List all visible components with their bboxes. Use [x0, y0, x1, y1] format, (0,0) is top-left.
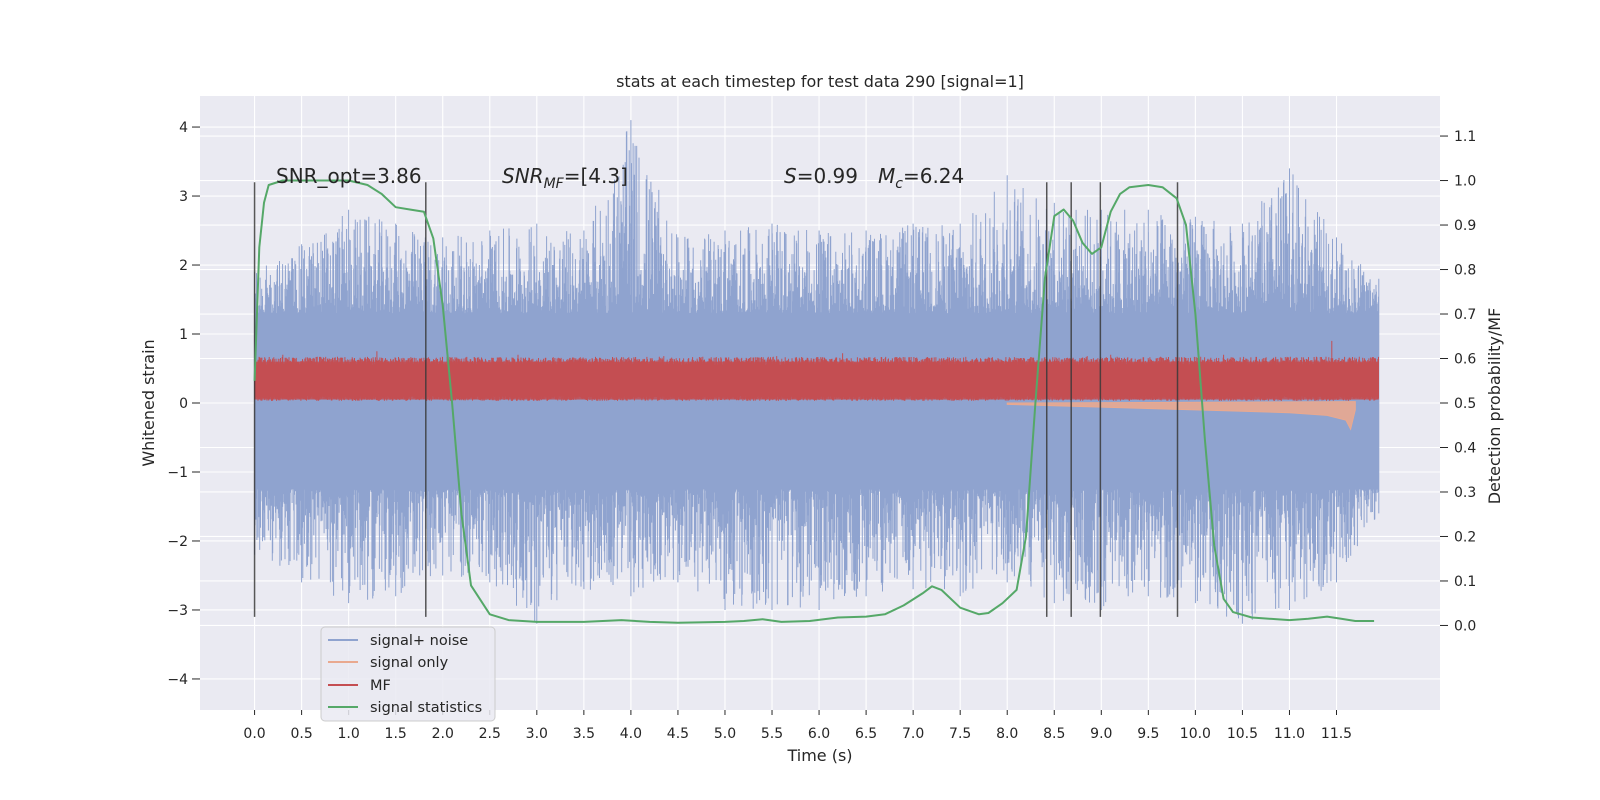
y-axis-label: Whitened strain: [139, 339, 158, 466]
legend-label-noise: signal+ noise: [370, 633, 468, 649]
y2-tick-label: 0.2: [1454, 529, 1476, 545]
annotation-mc-base: M: [878, 164, 895, 188]
signal-only-series: [1006, 401, 1356, 431]
y2-tick-label: 0.7: [1454, 307, 1476, 323]
y2-tick-label: 0.9: [1454, 218, 1476, 234]
vertical-markers: [253, 182, 1179, 617]
x-tick-label: 6.0: [808, 726, 830, 742]
x-tick-label: 0.0: [243, 726, 265, 742]
y2-tick-label: 0.0: [1454, 618, 1476, 634]
annotation-s: S=0.99: [784, 164, 858, 188]
y2-tick-label: 0.6: [1454, 352, 1476, 368]
y2-tick-label: 0.4: [1454, 440, 1476, 456]
y-tick-label: 4: [179, 120, 188, 136]
signal-statistics-series: [253, 179, 1375, 624]
annotation-mc-sub: c: [895, 176, 903, 192]
signal-statistics-line: [253, 179, 1375, 624]
x-tick-label: 5.0: [714, 726, 736, 742]
signal-noise-series: [254, 120, 1380, 624]
legend: signal+ noise signal only MF signal stat…: [320, 626, 496, 722]
y2-axis-label: Detection probability/MF: [1485, 308, 1504, 505]
x-tick-label: 7.5: [949, 726, 971, 742]
x-tick-label: 9.5: [1137, 726, 1159, 742]
annotation-snr-mf: SNRMF=[4.3]: [502, 164, 628, 192]
annotation-s-value: =0.99: [797, 164, 858, 188]
x-tick-label: 8.5: [1043, 726, 1065, 742]
x-tick-label: 10.0: [1180, 726, 1211, 742]
annotation-snr-opt: SNR_opt=3.86: [276, 164, 422, 188]
x-tick-label: 4.0: [620, 726, 642, 742]
x-tick-label: 0.5: [290, 726, 312, 742]
x-tick-label: 3.0: [526, 726, 548, 742]
x-tick-label: 4.5: [667, 726, 689, 742]
y2-tick-label: 0.1: [1454, 574, 1476, 590]
x-tick-label: 1.5: [385, 726, 407, 742]
chart-title: stats at each timestep for test data 290…: [616, 72, 1024, 91]
x-axis-label: Time (s): [786, 746, 852, 765]
y2-tick-label: 1.0: [1454, 174, 1476, 190]
y-tick-label: 1: [179, 327, 188, 343]
annotation-mc-value: =6.24: [903, 164, 964, 188]
y-tick-label: 0: [179, 396, 188, 412]
legend-label-statistics: signal statistics: [370, 700, 482, 716]
x-tick-label: 2.5: [479, 726, 501, 742]
y2-tick-label: 0.3: [1454, 485, 1476, 501]
annotation-mc: Mc=6.24: [878, 164, 964, 192]
annotation-snr-mf-sub: MF: [544, 176, 565, 192]
y2-tick-label: 0.8: [1454, 263, 1476, 279]
y-tick-label: 3: [179, 189, 188, 205]
x-tick-label: 7.0: [902, 726, 924, 742]
y-axis-ticks: −4 −3 −2 −1 0 1 2 3 4: [167, 120, 200, 688]
x-tick-label: 1.0: [338, 726, 360, 742]
x-tick-label: 2.0: [432, 726, 454, 742]
y-tick-label: −2: [167, 534, 188, 550]
x-tick-label: 3.5: [573, 726, 595, 742]
legend-box: [320, 626, 496, 722]
x-tick-label: 5.5: [761, 726, 783, 742]
legend-label-signal-only: signal only: [370, 655, 449, 671]
annotation-snr-mf-rest: =[4.3]: [564, 164, 628, 188]
y-tick-label: −1: [167, 465, 188, 481]
legend-label-mf: MF: [370, 678, 391, 694]
y-tick-label: 2: [179, 258, 188, 274]
x-tick-label: 9.0: [1090, 726, 1112, 742]
x-axis-ticks: 0.0 0.5 1.0 1.5 2.0 2.5 3.0 3.5 4.0 4.5 5.0 5.5 6.0 6…: [243, 710, 1352, 742]
x-tick-label: 10.5: [1227, 726, 1258, 742]
x-tick-label: 6.5: [855, 726, 877, 742]
signal-only-trace: [1006, 401, 1356, 431]
x-tick-label: 11.5: [1321, 726, 1352, 742]
y-tick-label: −3: [167, 603, 188, 619]
annotation-snr-mf-base: SNR: [502, 164, 544, 188]
y2-tick-label: 1.1: [1454, 129, 1476, 145]
y2-axis-ticks: 0.0 0.1 0.2 0.3 0.4 0.5 0.6 0.7 0.8 0.9 1.0 1.1: [1440, 129, 1476, 634]
x-tick-label: 11.0: [1274, 726, 1305, 742]
x-tick-label: 8.0: [996, 726, 1018, 742]
y-tick-label: −4: [167, 672, 188, 688]
y2-tick-label: 0.5: [1454, 396, 1476, 412]
annotation-s-label: S: [784, 164, 797, 188]
